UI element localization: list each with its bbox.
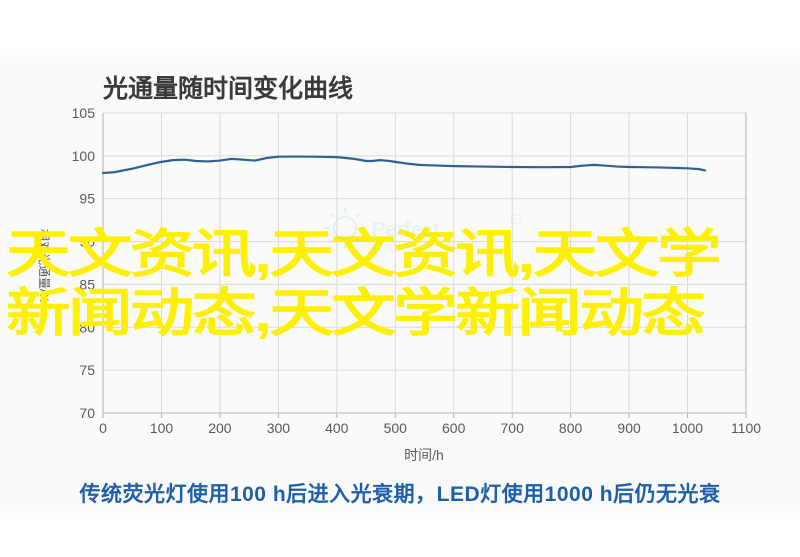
svg-text:R: R <box>513 218 518 224</box>
svg-text:Perfect: Perfect <box>372 219 440 241</box>
svg-text:视觉中国: 视觉中国 <box>372 241 416 255</box>
